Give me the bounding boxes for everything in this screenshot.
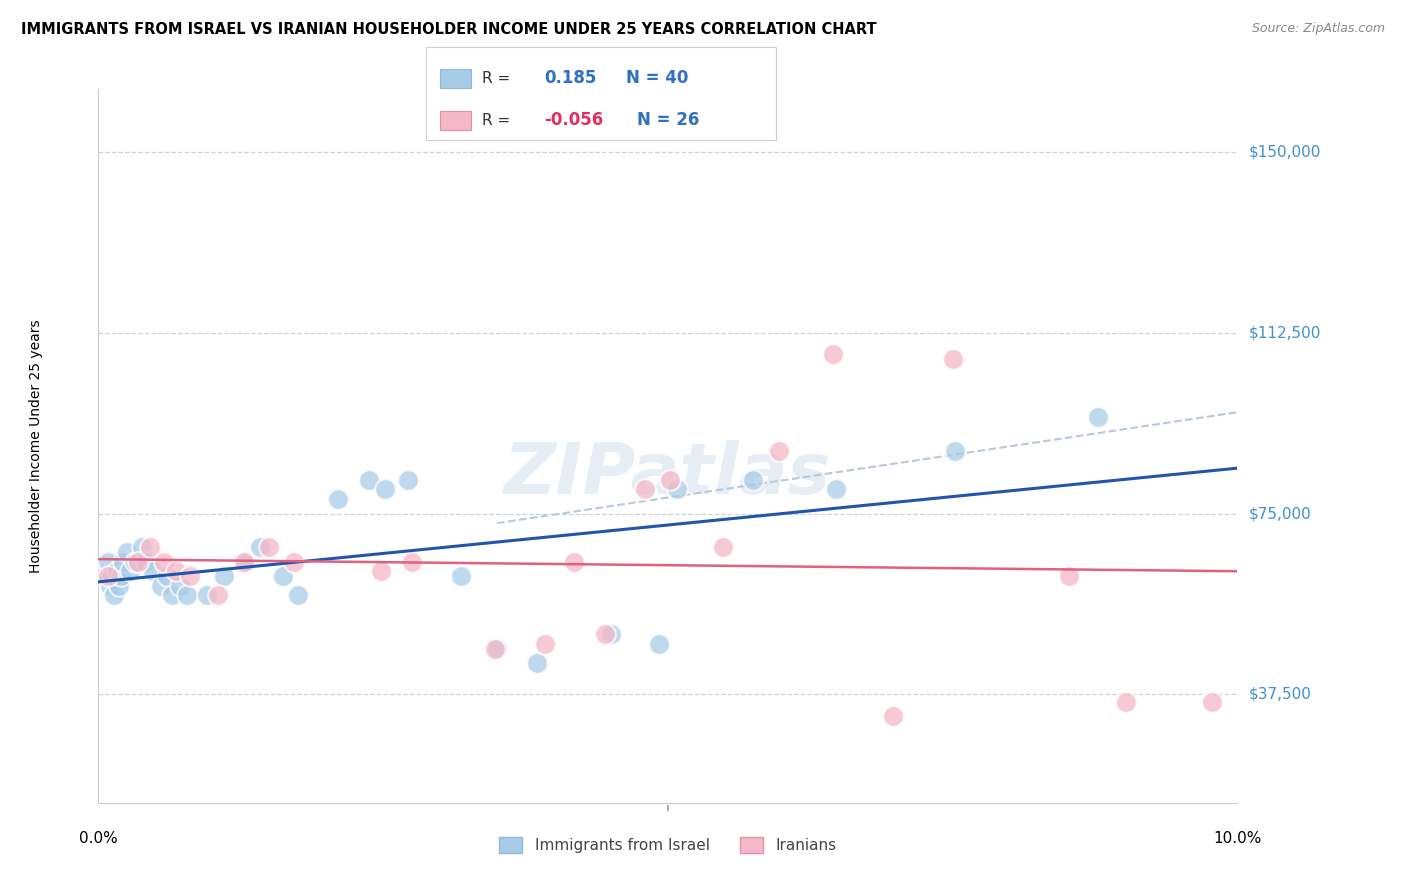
Point	[634, 483, 657, 497]
Point	[359, 473, 381, 487]
Point	[212, 569, 235, 583]
Point	[93, 569, 115, 583]
Text: 10.0%: 10.0%	[1213, 831, 1261, 847]
Point	[374, 483, 396, 497]
Point	[153, 555, 176, 569]
Point	[1201, 694, 1223, 708]
Point	[120, 565, 142, 579]
Point	[450, 569, 472, 583]
Point	[401, 555, 423, 569]
Point	[169, 579, 191, 593]
Text: -0.056: -0.056	[544, 112, 603, 129]
Point	[103, 589, 125, 603]
Point	[96, 569, 118, 583]
Text: R =: R =	[482, 113, 510, 128]
Point	[665, 483, 688, 497]
Text: IMMIGRANTS FROM ISRAEL VS IRANIAN HOUSEHOLDER INCOME UNDER 25 YEARS CORRELATION : IMMIGRANTS FROM ISRAEL VS IRANIAN HOUSEH…	[21, 22, 877, 37]
Point	[882, 709, 904, 723]
Point	[659, 473, 682, 487]
Point	[124, 555, 146, 569]
Legend: Immigrants from Israel, Iranians: Immigrants from Israel, Iranians	[494, 831, 842, 859]
Point	[131, 541, 153, 555]
Point	[942, 352, 965, 367]
Point	[1057, 569, 1080, 583]
Point	[283, 555, 305, 569]
Point	[105, 565, 128, 579]
Point	[742, 473, 765, 487]
Point	[138, 541, 160, 555]
Text: $75,000: $75,000	[1249, 506, 1312, 521]
Point	[98, 579, 121, 593]
Text: Householder Income Under 25 years: Householder Income Under 25 years	[28, 319, 42, 573]
Text: N = 26: N = 26	[637, 112, 699, 129]
Point	[326, 491, 349, 506]
Point	[108, 579, 131, 593]
Point	[101, 569, 124, 583]
Point	[564, 555, 586, 569]
Point	[593, 627, 616, 641]
Point	[486, 641, 509, 656]
Text: $37,500: $37,500	[1249, 687, 1312, 702]
Point	[207, 589, 229, 603]
Point	[526, 656, 548, 670]
Point	[648, 637, 671, 651]
Text: N = 40: N = 40	[626, 70, 688, 87]
Point	[287, 589, 309, 603]
Point	[96, 555, 118, 569]
Point	[249, 541, 271, 555]
Point	[1087, 410, 1109, 425]
Point	[768, 443, 790, 458]
Point	[271, 569, 294, 583]
Point	[176, 589, 198, 603]
Text: 0.185: 0.185	[544, 70, 596, 87]
Point	[150, 579, 173, 593]
Text: ZIPatlas: ZIPatlas	[505, 440, 831, 509]
Point	[165, 565, 187, 579]
Point	[370, 565, 392, 579]
Point	[142, 565, 165, 579]
Point	[235, 555, 257, 569]
Point	[711, 541, 734, 555]
Point	[135, 555, 157, 569]
Point	[110, 569, 132, 583]
Point	[396, 473, 419, 487]
Point	[534, 637, 557, 651]
Text: $150,000: $150,000	[1249, 145, 1320, 160]
Text: Source: ZipAtlas.com: Source: ZipAtlas.com	[1251, 22, 1385, 36]
Point	[943, 443, 966, 458]
Point	[1115, 694, 1137, 708]
Point	[195, 589, 218, 603]
Point	[825, 483, 848, 497]
Text: $112,500: $112,500	[1249, 326, 1320, 340]
Point	[179, 569, 201, 583]
Point	[484, 641, 506, 656]
Text: 0.0%: 0.0%	[79, 831, 118, 847]
Point	[115, 545, 138, 559]
Text: R =: R =	[482, 71, 510, 86]
Point	[112, 555, 135, 569]
Point	[127, 555, 149, 569]
Point	[156, 569, 179, 583]
Point	[600, 627, 623, 641]
Point	[162, 589, 184, 603]
Point	[821, 347, 844, 361]
Point	[259, 541, 281, 555]
Point	[233, 555, 256, 569]
